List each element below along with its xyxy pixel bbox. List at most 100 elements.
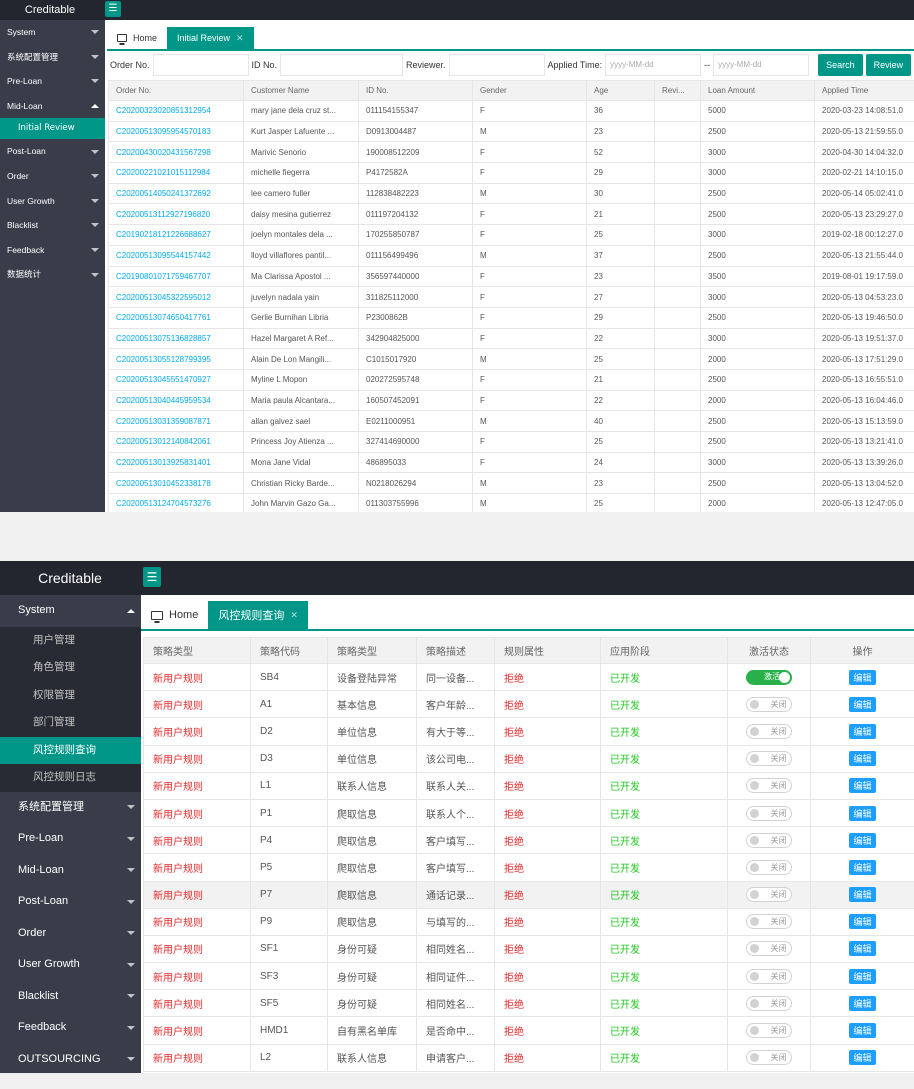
order-link[interactable]: C20200221021015112984 — [108, 162, 244, 184]
order-link[interactable]: C20200513074650417761 — [108, 306, 244, 329]
sidebar-subitem[interactable]: 权限管理 — [0, 681, 141, 709]
activation-toggle[interactable]: 关闭 — [746, 832, 792, 848]
order-link[interactable]: C20200513012140842061 — [108, 431, 244, 453]
column-header[interactable]: 应用阶段 — [600, 637, 728, 664]
date-to-input[interactable]: yyyy-MM-dd — [713, 54, 810, 76]
table-row[interactable]: C20200221021015112984 michelle fiegerra P4… — [108, 162, 914, 184]
close-icon[interactable]: ✕ — [290, 609, 298, 620]
sidebar-subitem[interactable]: 角色管理 — [0, 654, 141, 682]
tab-risk-rules[interactable]: 风控规则查询 ✕ — [208, 601, 308, 629]
activation-toggle[interactable]: 关闭 — [746, 914, 792, 930]
date-from-input[interactable]: yyyy-MM-dd — [605, 54, 702, 76]
edit-button[interactable]: 编辑 — [849, 941, 876, 957]
activation-toggle[interactable]: 关闭 — [746, 1023, 792, 1039]
edit-button[interactable]: 编辑 — [849, 751, 876, 767]
order-link[interactable]: C20190218121226688627 — [108, 224, 244, 246]
sidebar-item-system[interactable]: System — [0, 595, 141, 627]
tab-home[interactable]: Home — [141, 601, 208, 629]
table-row[interactable]: 新用户规则 A1 基本信息 客户年龄... 拒绝 已开发 关闭 编辑 — [143, 690, 914, 719]
order-link[interactable]: C20200513112927196820 — [108, 203, 244, 226]
sidebar-item-item-9[interactable]: 数据统计 — [0, 262, 105, 287]
activation-toggle[interactable]: 关闭 — [746, 778, 792, 794]
table-row[interactable]: 新用户规则 P4 爬取信息 客户填写... 拒绝 已开发 关闭 编辑 — [143, 826, 914, 855]
table-row[interactable]: C20190801071759467707 Ma Clarissa Apostol… — [108, 265, 914, 288]
order-link[interactable]: C20200513055128799395 — [108, 348, 244, 370]
edit-button[interactable]: 编辑 — [849, 914, 876, 930]
edit-button[interactable]: 编辑 — [849, 887, 876, 903]
close-icon[interactable]: ✕ — [236, 32, 244, 43]
order-link[interactable]: C20200513031359087871 — [108, 410, 244, 432]
table-row[interactable]: 新用户规则 L1 联系人信息 联系人关... 拒绝 已开发 关闭 编辑 — [143, 771, 914, 800]
table-row[interactable]: C20200513013925831401 Mona Jane Vidal 4868… — [108, 451, 914, 474]
column-header[interactable]: Order No. — [108, 80, 244, 101]
edit-button[interactable]: 编辑 — [849, 669, 876, 685]
column-header[interactable]: Customer Name — [243, 80, 359, 101]
table-row[interactable]: 新用户规则 P1 爬取信息 联系人个... 拒绝 已开发 关闭 编辑 — [143, 798, 914, 828]
column-header[interactable]: 策略代码 — [250, 637, 328, 664]
table-row[interactable]: C20200513055128799395 Alain De Lon Mangil… — [108, 348, 914, 370]
column-header[interactable]: 操作 — [810, 637, 914, 664]
column-header[interactable]: 策略类型 — [327, 637, 417, 664]
table-row[interactable]: 新用户规则 SF3 身份可疑 相同证件... 拒绝 已开发 关闭 编辑 — [143, 962, 914, 991]
tab-initial-review[interactable]: Initial Review ✕ — [167, 27, 254, 49]
table-row[interactable]: C20200513045551470927 Myline L Mopon 02027… — [108, 368, 914, 391]
sidebar-subitem[interactable]: Initial Review — [0, 118, 105, 140]
sidebar-item-mid-loan[interactable]: Mid-Loan — [0, 94, 105, 119]
order-link[interactable]: C20200513095544157442 — [108, 244, 244, 267]
edit-button[interactable]: 编辑 — [849, 859, 876, 875]
sidebar-item-pre-loan[interactable]: Pre-Loan — [0, 69, 105, 94]
edit-button[interactable]: 编辑 — [849, 832, 876, 848]
column-header[interactable]: ID No. — [358, 80, 473, 101]
column-header[interactable]: 策略描述 — [416, 637, 495, 664]
menu-toggle-icon[interactable]: ☰ — [143, 567, 161, 587]
column-header[interactable]: 规则属性 — [494, 637, 601, 664]
table-row[interactable]: C20200513040445959534 Maria paula Alcanta… — [108, 389, 914, 412]
table-row[interactable]: C20200513031359087871 allan galvez sael E0… — [108, 410, 914, 432]
order-link[interactable]: C20200430020431567298 — [108, 141, 244, 164]
id-no-input[interactable] — [280, 54, 404, 76]
table-row[interactable]: C20200513095544157442 lloyd villaflores p… — [108, 244, 914, 267]
sidebar-item-order[interactable]: Order — [0, 164, 105, 189]
edit-button[interactable]: 编辑 — [849, 723, 876, 739]
activation-toggle[interactable]: 关闭 — [746, 1050, 792, 1066]
sidebar-item-order[interactable]: Order — [0, 918, 141, 950]
sidebar-item-mid-loan[interactable]: Mid-Loan — [0, 855, 141, 887]
column-header[interactable]: Loan Amount — [700, 80, 815, 101]
table-row[interactable]: C20200514050241372692 lee camero fuller 11… — [108, 182, 914, 205]
table-row[interactable]: C20200513095954570183 Kurt Jasper Lafuent… — [108, 120, 914, 143]
sidebar-item-item-1[interactable]: 系统配置管理 — [0, 45, 105, 70]
sidebar-item-feedback[interactable]: Feedback — [0, 1012, 141, 1044]
tab-home[interactable]: Home — [107, 27, 167, 49]
column-header[interactable]: Gender — [472, 80, 587, 101]
sidebar-item-feedback[interactable]: Feedback — [0, 238, 105, 263]
order-link[interactable]: C2020032302085131295​4 — [108, 100, 244, 122]
sidebar-item-system[interactable]: System — [0, 20, 105, 45]
column-header[interactable]: Applied Time — [814, 80, 914, 101]
column-header[interactable]: 策略类型 — [143, 637, 251, 664]
order-link[interactable]: C20200513095954570183 — [108, 120, 244, 143]
order-link[interactable]: C20190801071759467707 — [108, 265, 244, 288]
sidebar-item-blacklist[interactable]: Blacklist — [0, 213, 105, 238]
table-row[interactable]: C20190218121226688627 joelyn montales del… — [108, 224, 914, 246]
edit-button[interactable]: 编辑 — [849, 1050, 876, 1066]
column-header[interactable]: 激活状态 — [727, 637, 811, 664]
sidebar-item-outsourcing[interactable]: OUTSOURCING — [0, 1044, 141, 1074]
table-row[interactable]: 新用户规则 P7 爬取信息 通话记录... 拒绝 已开发 关闭 编辑 — [143, 880, 914, 909]
activation-toggle[interactable]: 关闭 — [746, 751, 792, 767]
sidebar-item-user-growth[interactable]: User Growth — [0, 189, 105, 214]
edit-button[interactable]: 编辑 — [849, 968, 876, 984]
activation-toggle[interactable]: 关闭 — [746, 968, 792, 984]
activation-toggle[interactable]: 关闭 — [746, 887, 792, 903]
sidebar-subitem[interactable]: 风控规则日志 — [0, 764, 141, 792]
table-row[interactable]: 新用户规则 P5 爬取信息 客户填写... 拒绝 已开发 关闭 编辑 — [143, 853, 914, 882]
sidebar-subitem[interactable]: 部门管理 — [0, 709, 141, 737]
table-row[interactable]: C20200513010452338178 Christian Ricky Bar… — [108, 472, 914, 495]
menu-toggle-icon[interactable]: ☰ — [105, 1, 121, 17]
sidebar-item-blacklist[interactable]: Blacklist — [0, 981, 141, 1013]
activation-toggle[interactable]: 关闭 — [746, 995, 792, 1011]
activation-toggle[interactable]: 关闭 — [746, 723, 792, 739]
edit-button[interactable]: 编辑 — [849, 995, 876, 1011]
table-row[interactable]: C20200513045322595012 juvelyn nadala yain… — [108, 286, 914, 308]
order-link[interactable]: C20200513124704573276 — [108, 493, 244, 512]
table-row[interactable]: 新用户规则 P9 爬取信息 与填写的... 拒绝 已开发 关闭 编辑 — [143, 907, 914, 936]
